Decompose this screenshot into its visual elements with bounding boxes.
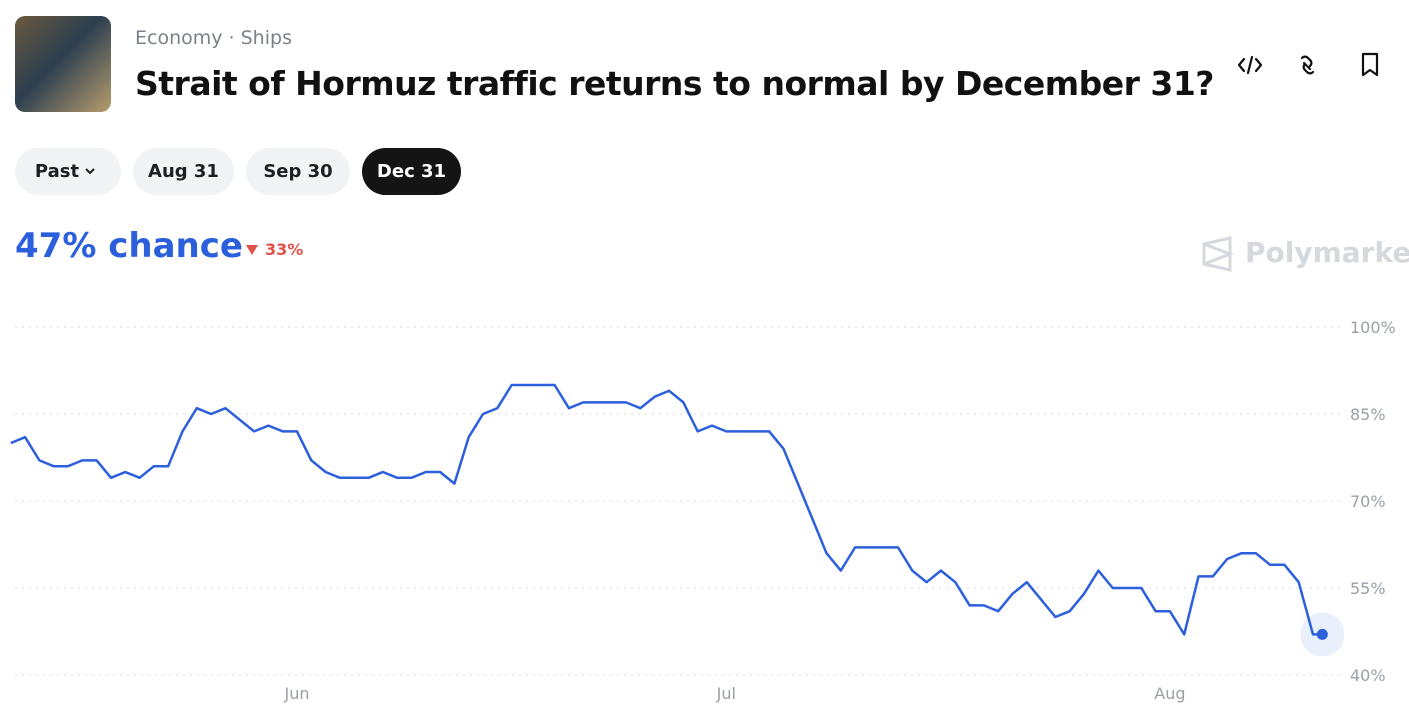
tab-active[interactable]: Dec 31 [362,148,461,195]
price-line [10,383,1328,636]
bookmark-button[interactable] [1361,52,1379,77]
down-arrow [246,245,258,255]
y-tick-label: 70% [1350,492,1386,511]
chevron [85,167,95,174]
change: 33% [265,240,304,259]
tab-past[interactable]: Past [15,148,121,195]
link-button[interactable] [1300,55,1315,75]
x-tick-label: Aug [1154,684,1185,703]
breadcrumb: Economy · Ships [135,27,292,49]
end-dot [1316,628,1328,640]
y-tick-label: 40% [1350,666,1386,685]
toolbar [1237,52,1379,77]
market-title: Strait of Hormuz traffic returns to norm… [135,64,1214,103]
chance: 47% chance [15,226,243,266]
tab[interactable]: Sep 30 [246,148,350,195]
y-tick-label: 55% [1350,579,1386,598]
tab-label: Past [34,161,80,182]
brand-logo [1202,236,1235,272]
brand: Polymarket [1245,236,1409,269]
x-tick-label: Jul [716,684,736,703]
breadcrumb-item[interactable]: Ships [240,27,292,49]
y-tick-label: 100% [1350,318,1396,337]
embed-button[interactable] [1237,55,1263,75]
breadcrumb-item[interactable]: Economy [135,27,223,49]
market-thumbnail [15,16,111,112]
x-tick-label: Jun [284,684,310,703]
y-tick-label: 85% [1350,405,1386,424]
tab[interactable]: Aug 31 [133,148,234,195]
